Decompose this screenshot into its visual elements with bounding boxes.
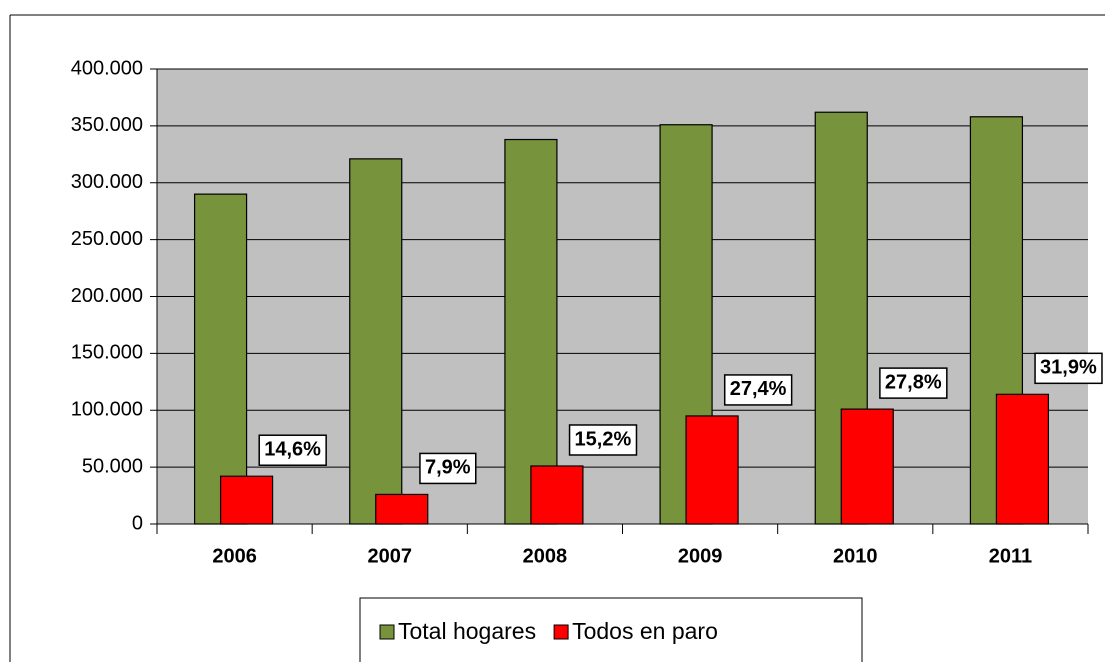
y-tick-label: 250.000 — [71, 228, 143, 250]
x-tick-label: 2009 — [678, 545, 723, 567]
annotation-box — [419, 452, 477, 485]
bar — [349, 158, 403, 525]
bar — [504, 138, 558, 525]
legend-label: Todos en paro — [572, 618, 718, 644]
annotation-box — [258, 434, 327, 466]
bar — [530, 465, 584, 525]
x-tick-label: 2010 — [833, 545, 878, 567]
annotation: 31,9% — [1040, 357, 1097, 379]
legend-box — [359, 597, 863, 662]
x-tick-label: 2006 — [212, 545, 257, 567]
annotation: 7,9% — [425, 457, 471, 479]
y-tick-label: 150.000 — [71, 342, 143, 364]
legend-swatch — [553, 624, 569, 640]
annotation: 15,2% — [575, 428, 632, 450]
annotation: 27,4% — [730, 378, 787, 400]
annotation-box — [879, 367, 948, 399]
bar — [995, 393, 1050, 525]
annotation: 27,8% — [885, 371, 942, 393]
annotation-box — [723, 374, 793, 406]
y-tick-label: 300.000 — [71, 171, 143, 193]
y-tick-label: 0 — [132, 512, 143, 534]
bar — [685, 415, 739, 525]
y-tick-label: 50.000 — [82, 455, 143, 477]
legend-swatch — [379, 624, 395, 640]
bar — [840, 408, 894, 525]
bar — [375, 493, 429, 525]
y-tick-label: 350.000 — [71, 114, 143, 136]
bar — [193, 193, 248, 525]
x-tick-label: 2008 — [523, 545, 568, 567]
annotation-box — [1034, 352, 1103, 385]
x-tick-label: 2007 — [368, 545, 413, 567]
annotation-box — [568, 424, 638, 456]
annotation: 14,6% — [264, 439, 321, 461]
y-tick-label: 100.000 — [71, 399, 143, 421]
y-tick-label: 400.000 — [71, 57, 143, 79]
bar — [219, 475, 274, 525]
x-tick-label: 2011 — [989, 545, 1032, 567]
y-tick-label: 200.000 — [71, 285, 143, 307]
legend-label: Total hogares — [398, 618, 536, 644]
